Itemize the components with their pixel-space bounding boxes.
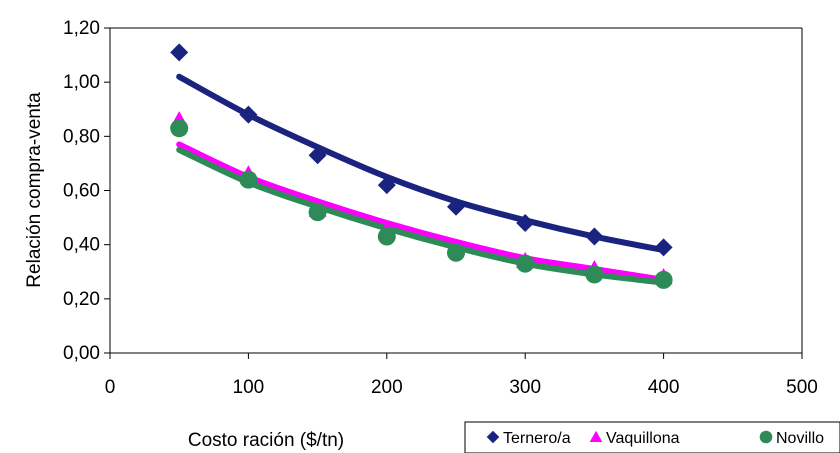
x-tick-label: 300	[509, 377, 541, 398]
point-ternero-a	[654, 238, 673, 257]
point-ternero-a	[239, 105, 258, 124]
y-tick-label: 0,40	[63, 235, 100, 256]
data-markers	[170, 43, 673, 289]
point-ternero-a	[585, 227, 604, 246]
x-tick-label: 400	[648, 377, 680, 398]
legend-marker-ternero-a	[486, 430, 500, 444]
legend-marker-vaquillona	[589, 430, 603, 443]
point-ternero-a	[308, 146, 327, 165]
y-tick-label: 1,20	[63, 18, 100, 39]
point-novillo	[516, 254, 535, 273]
y-tick-label: 1,00	[63, 72, 100, 93]
point-novillo	[170, 119, 189, 138]
legend: Ternero/a Vaquillona Novillo	[464, 421, 840, 453]
point-novillo	[239, 170, 258, 189]
y-tick-labels: 0,00 0,20 0,40 0,60 0,80 1,00 1,20	[63, 18, 100, 364]
x-tick-label: 200	[371, 377, 403, 398]
x-tick-label: 100	[233, 377, 265, 398]
x-tick-labels: 0 100 200 300 400 500	[105, 377, 818, 398]
point-novillo	[447, 243, 465, 262]
point-ternero-a	[170, 43, 189, 62]
point-novillo	[585, 265, 604, 284]
x-axis-label: Costo ración ($/tn)	[188, 430, 344, 451]
axes	[104, 27, 803, 359]
point-ternero-a	[377, 176, 396, 195]
legend-marker-novillo	[759, 430, 773, 444]
y-tick-label: 0,60	[63, 181, 100, 202]
legend-label-novillo: Novillo	[776, 430, 824, 447]
plot-area	[110, 28, 802, 353]
legend-box	[464, 421, 840, 453]
y-tick-label: 0,20	[63, 289, 100, 310]
x-tick-label: 0	[105, 377, 116, 398]
legend-label-ternero-a: Ternero/a	[503, 430, 571, 447]
x-tick-label: 500	[786, 377, 818, 398]
point-novillo	[654, 270, 673, 289]
legend-label-vaquillona: Vaquillona	[606, 430, 680, 447]
y-axis-label: Relación compra-venta	[24, 92, 45, 288]
y-tick-label: 0,00	[63, 343, 100, 364]
point-ternero-a	[447, 197, 465, 216]
point-novillo	[377, 227, 396, 246]
point-ternero-a	[516, 214, 535, 232]
point-novillo	[308, 203, 327, 222]
y-tick-label: 0,80	[63, 126, 100, 147]
